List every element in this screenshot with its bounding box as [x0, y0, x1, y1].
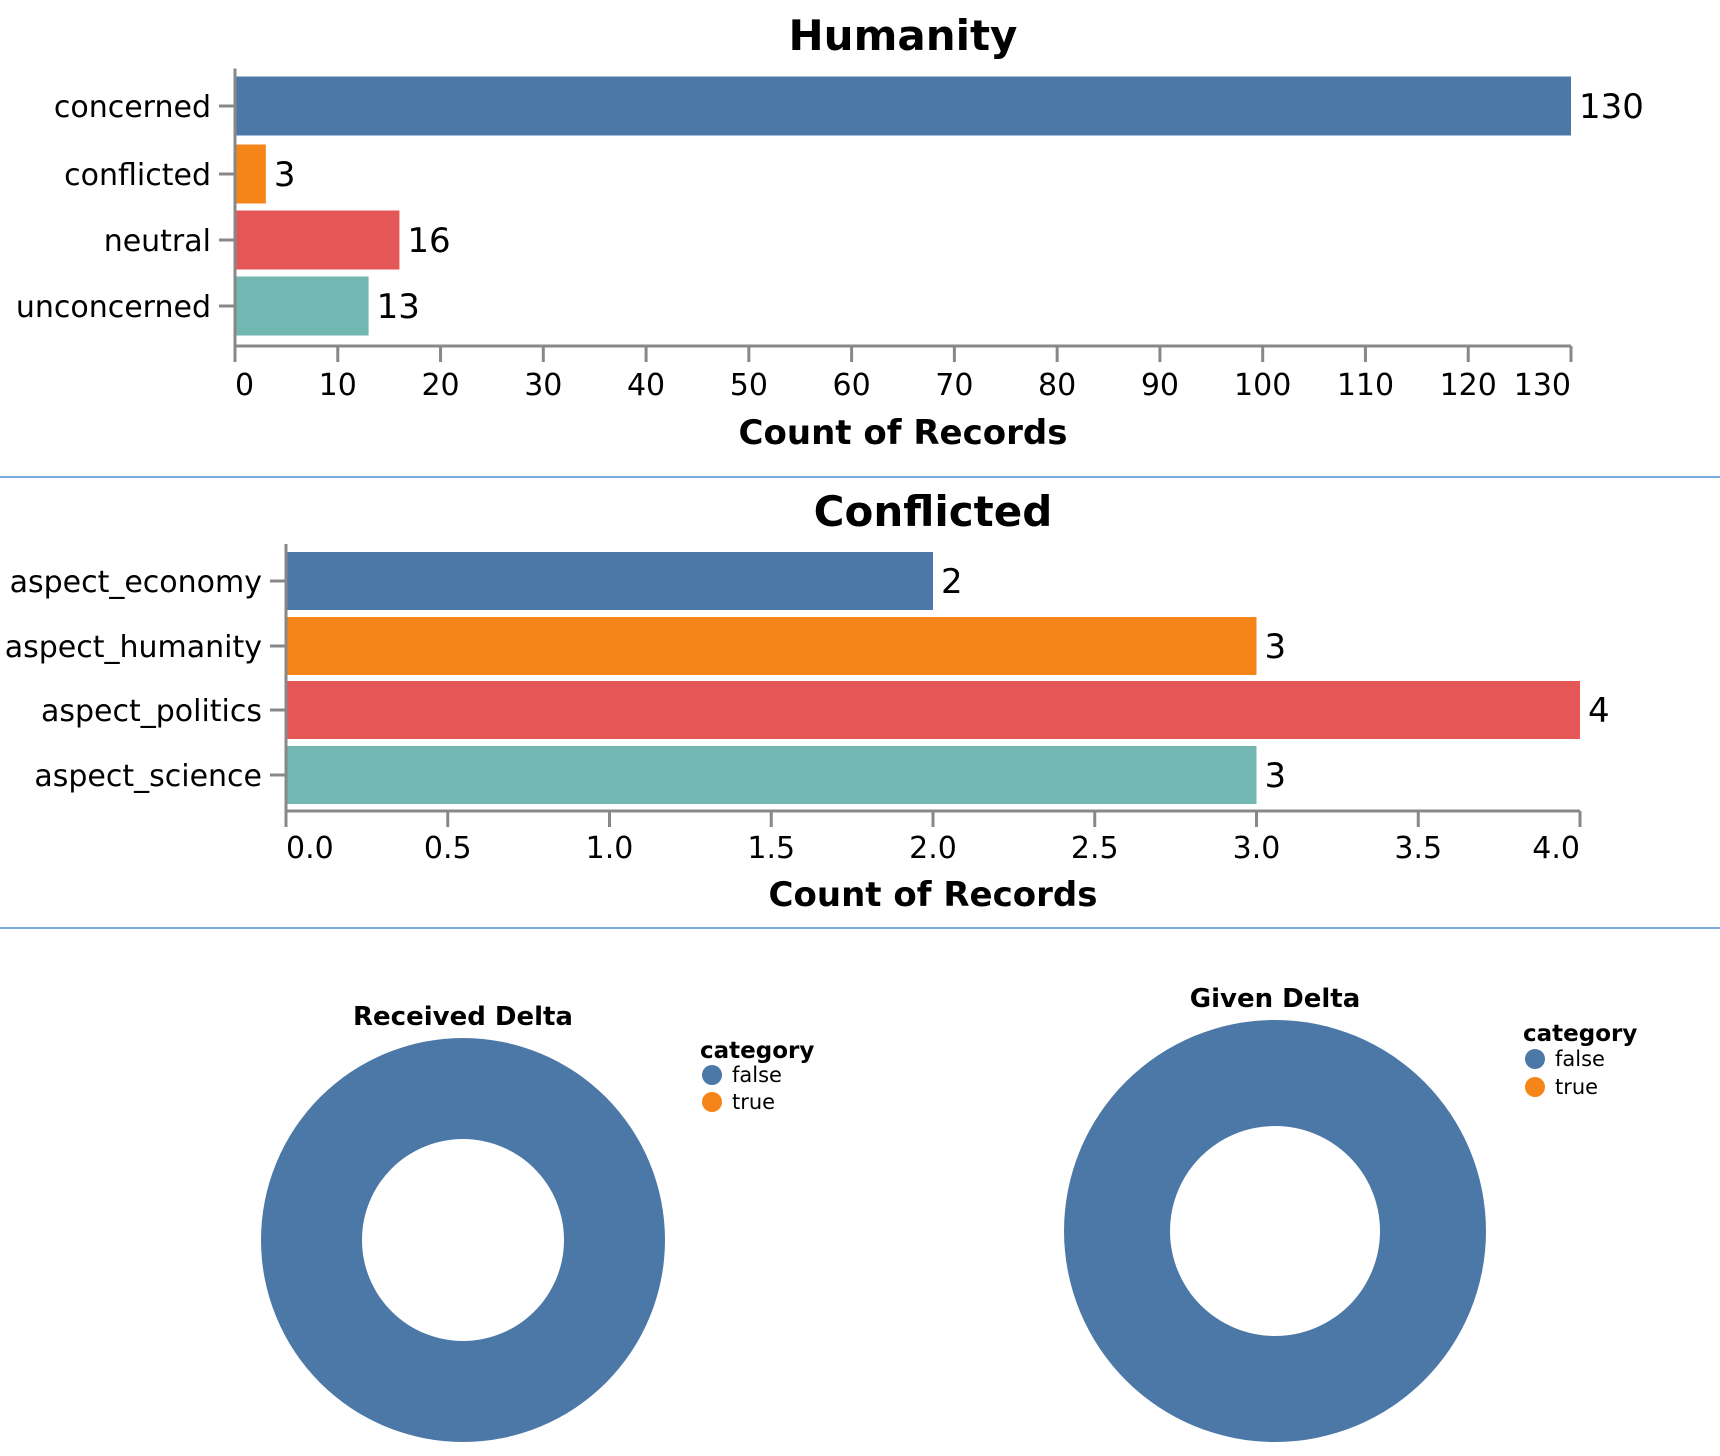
bar [286, 681, 1580, 739]
x-tick-label: 2.5 [1071, 831, 1119, 866]
legend-label: false [1555, 1047, 1605, 1071]
x-tick-label: 110 [1337, 368, 1394, 403]
x-tick-label: 1.0 [586, 831, 634, 866]
legend-swatch [1525, 1077, 1545, 1097]
data-label: 3 [274, 155, 296, 195]
x-tick-label: 20 [421, 368, 459, 403]
category-label: aspect_economy [10, 565, 262, 600]
x-tick-label: 70 [935, 368, 973, 403]
x-axis-title: Count of Records [739, 413, 1068, 453]
legend-swatch [1525, 1049, 1545, 1069]
chart-title: Humanity [789, 11, 1018, 60]
x-tick-label: 90 [1141, 368, 1179, 403]
category-label: aspect_politics [41, 694, 262, 729]
category-label: aspect_science [34, 759, 262, 794]
data-label: 4 [1588, 691, 1610, 731]
category-label: aspect_humanity [5, 630, 262, 665]
x-tick-label: 2.0 [909, 831, 957, 866]
donut-slice [261, 1038, 665, 1442]
conflicted-bar-chart: Conflicted aspect_economy 2 aspect_humanity… [5, 487, 1610, 915]
bar [286, 617, 1257, 675]
category-label: concerned [54, 90, 211, 125]
x-tick-label: 100 [1234, 368, 1291, 403]
bar [286, 552, 933, 610]
x-tick-label: 60 [833, 368, 871, 403]
bar [286, 746, 1257, 804]
bar [235, 276, 369, 336]
category-label: conflicted [64, 158, 211, 193]
x-tick-label: 30 [524, 368, 562, 403]
legend-label: true [1555, 1075, 1598, 1099]
x-tick-label: 0 [235, 368, 254, 403]
x-axis-title: Count of Records [769, 875, 1098, 915]
legend-title: category [700, 1038, 814, 1064]
data-label: 13 [377, 287, 420, 327]
x-tick-label: 4.0 [1532, 831, 1580, 866]
legend-label: false [732, 1063, 782, 1087]
legend-title: category [1523, 1021, 1637, 1047]
legend-label: true [732, 1090, 775, 1114]
x-tick-label: 40 [627, 368, 665, 403]
x-tick-label: 0.0 [286, 831, 334, 866]
pie-title: Given Delta [1190, 984, 1361, 1014]
x-tick-label: 3.5 [1394, 831, 1442, 866]
x-tick-label: 80 [1038, 368, 1076, 403]
x-tick-label: 0.5 [424, 831, 472, 866]
bar [235, 144, 266, 204]
data-label: 3 [1265, 627, 1287, 667]
data-label: 16 [407, 221, 450, 261]
x-tick-label: 120 [1440, 368, 1497, 403]
legend-swatch [702, 1065, 722, 1085]
x-tick-label: 1.5 [747, 831, 795, 866]
legend-swatch [702, 1092, 722, 1112]
x-tick-label: 3.0 [1233, 831, 1281, 866]
bar [235, 210, 400, 270]
data-label: 3 [1265, 756, 1287, 796]
x-tick-label: 50 [730, 368, 768, 403]
data-label: 2 [941, 562, 963, 602]
chart-title: Conflicted [814, 487, 1053, 536]
x-tick-label: 130 [1514, 368, 1571, 403]
category-label: neutral [104, 224, 211, 259]
pie-title: Received Delta [353, 1002, 573, 1032]
bar [235, 76, 1571, 136]
category-label: unconcerned [16, 290, 211, 325]
x-tick-label: 10 [319, 368, 357, 403]
data-label: 130 [1579, 87, 1644, 127]
donut-slice [1064, 1020, 1486, 1442]
